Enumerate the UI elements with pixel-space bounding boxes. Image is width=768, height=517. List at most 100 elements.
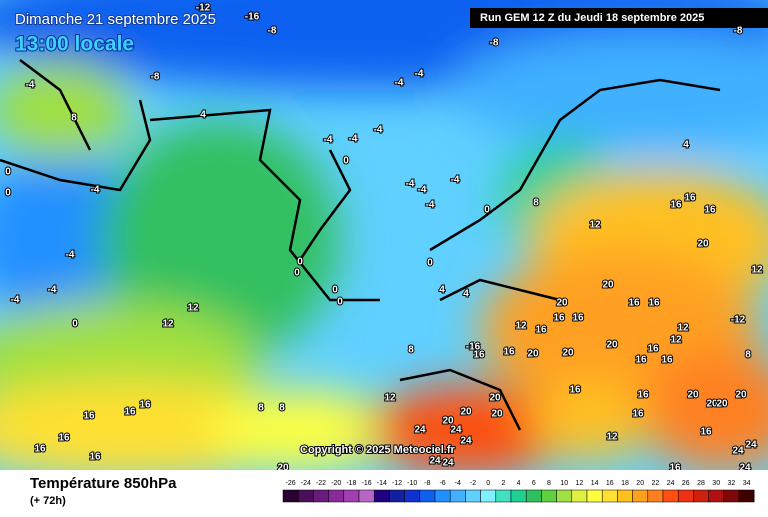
temperature-label: -4 bbox=[418, 185, 427, 196]
temperature-label: 24 bbox=[745, 440, 757, 451]
colorbar-swatch bbox=[480, 489, 497, 503]
temperature-label: -16 bbox=[245, 12, 260, 23]
temperature-label: 0 bbox=[297, 257, 303, 268]
temperature-label: 4 bbox=[683, 140, 689, 151]
temperature-label: -8 bbox=[268, 26, 277, 37]
temperature-label: -4 bbox=[451, 175, 460, 186]
temperature-label: 12 bbox=[187, 303, 199, 314]
temperature-label: 16 bbox=[34, 444, 46, 455]
colorbar-swatch bbox=[662, 489, 679, 503]
colorbar-swatch bbox=[449, 489, 466, 503]
colorbar-swatch bbox=[389, 489, 405, 503]
temperature-label: 20 bbox=[527, 349, 539, 360]
temperature-label: 16 bbox=[635, 355, 647, 366]
temperature-label: 12 bbox=[515, 321, 527, 332]
temperature-label: 16 bbox=[661, 355, 673, 366]
temperature-label: 20 bbox=[602, 280, 614, 291]
temperature-label: 4 bbox=[463, 289, 469, 300]
temperature-label: 24 bbox=[414, 425, 426, 436]
colorbar-label: 28 bbox=[697, 480, 705, 487]
colorbar-swatch bbox=[297, 489, 314, 503]
temperature-label: -8 bbox=[151, 72, 160, 83]
colorbar-swatch bbox=[328, 489, 345, 503]
temperature-label: 12 bbox=[162, 319, 174, 330]
colorbar-label: 2 bbox=[501, 480, 505, 487]
temperature-label: 16 bbox=[704, 205, 716, 216]
colorbar-label: -14 bbox=[377, 480, 387, 487]
temperature-label: 20 bbox=[556, 298, 568, 309]
temperature-label: 12 bbox=[670, 335, 682, 346]
copyright: Copyright © 2025 Meteociel.fr bbox=[300, 444, 456, 456]
temperature-label: 0 bbox=[332, 285, 338, 296]
temperature-label: 20 bbox=[735, 390, 747, 401]
temperature-label: 8 bbox=[258, 403, 264, 414]
colorbar-label: -22 bbox=[316, 480, 326, 487]
colorbar-swatch bbox=[738, 489, 755, 503]
temperature-label: -12 bbox=[196, 3, 211, 14]
colorbar-label: 26 bbox=[682, 480, 690, 487]
run-text: Run GEM 12 Z du Jeudi 18 septembre 2025 bbox=[480, 12, 704, 24]
temperature-label: 20 bbox=[562, 348, 574, 359]
colorbar-label: -10 bbox=[407, 480, 417, 487]
colorbar-swatch bbox=[556, 489, 573, 503]
colorbar-swatch bbox=[708, 489, 725, 503]
run-banner bbox=[470, 8, 768, 28]
temperature-label: 12 bbox=[677, 323, 689, 334]
temperature-field bbox=[0, 0, 768, 470]
temperature-label: -4 bbox=[11, 295, 20, 306]
temperature-label: 16 bbox=[684, 193, 696, 204]
temperature-label: 4 bbox=[200, 110, 206, 121]
temperature-label: 16 bbox=[535, 325, 547, 336]
temperature-label: 16 bbox=[572, 313, 584, 324]
temperature-label: 0 bbox=[337, 297, 343, 308]
temperature-label: 16 bbox=[473, 350, 485, 361]
colorbar-label: 14 bbox=[591, 480, 599, 487]
temperature-label: 24 bbox=[442, 458, 454, 469]
temperature-label: 12 bbox=[751, 265, 763, 276]
temperature-label: 16 bbox=[553, 313, 565, 324]
colorbar-label: -12 bbox=[392, 480, 402, 487]
colorbar-swatch bbox=[632, 489, 649, 503]
temperature-label: 16 bbox=[89, 452, 101, 463]
temperature-label: 0 bbox=[72, 319, 78, 330]
colorbar-swatch bbox=[465, 489, 481, 503]
temperature-label: 20 bbox=[442, 416, 454, 427]
colorbar: -26 -24 -22 -20 -18 -16 -14 -12 -10 -8 -6 -4 -2 0 2 4 6 8… bbox=[282, 480, 755, 503]
temperature-label: 16 bbox=[58, 433, 70, 444]
colorbar-swatch bbox=[373, 489, 390, 503]
temperature-label: 12 bbox=[589, 220, 601, 231]
colorbar-label: -24 bbox=[301, 480, 311, 487]
colorbar-swatch bbox=[617, 489, 633, 503]
temperature-label: 24 bbox=[450, 425, 462, 436]
temperature-label: 0 bbox=[484, 205, 490, 216]
colorbar-label: 22 bbox=[652, 480, 660, 487]
temperature-label: 20 bbox=[606, 340, 618, 351]
colorbar-label: 4 bbox=[517, 480, 521, 487]
variable-title: Température 850hPa bbox=[30, 475, 177, 492]
temperature-label: 16 bbox=[647, 344, 659, 355]
temperature-label: -12 bbox=[731, 315, 746, 326]
colorbar-label: 20 bbox=[636, 480, 644, 487]
temperature-label: 16 bbox=[628, 298, 640, 309]
colorbar-swatch bbox=[404, 489, 421, 503]
colorbar-label: 18 bbox=[621, 480, 629, 487]
colorbar-swatch bbox=[313, 489, 329, 503]
colorbar-swatch bbox=[647, 489, 664, 503]
temperature-label: 8 bbox=[408, 345, 414, 356]
colorbar-label: 0 bbox=[486, 480, 490, 487]
temperature-label: 16 bbox=[83, 411, 95, 422]
temperature-label: 8 bbox=[745, 350, 751, 361]
colorbar-label: -18 bbox=[346, 480, 356, 487]
temperature-label: 16 bbox=[632, 409, 644, 420]
colorbar-swatch bbox=[343, 489, 360, 503]
colorbar-swatch bbox=[434, 489, 451, 503]
temperature-label: -4 bbox=[26, 80, 35, 91]
temperature-label: 16 bbox=[648, 298, 660, 309]
colorbar-label: 34 bbox=[743, 480, 751, 487]
temperature-label: 0 bbox=[5, 188, 11, 199]
colorbar-label: 12 bbox=[576, 480, 584, 487]
temperature-label: -8 bbox=[490, 38, 499, 49]
colorbar-swatch bbox=[677, 489, 694, 503]
colorbar-label: 30 bbox=[712, 480, 720, 487]
